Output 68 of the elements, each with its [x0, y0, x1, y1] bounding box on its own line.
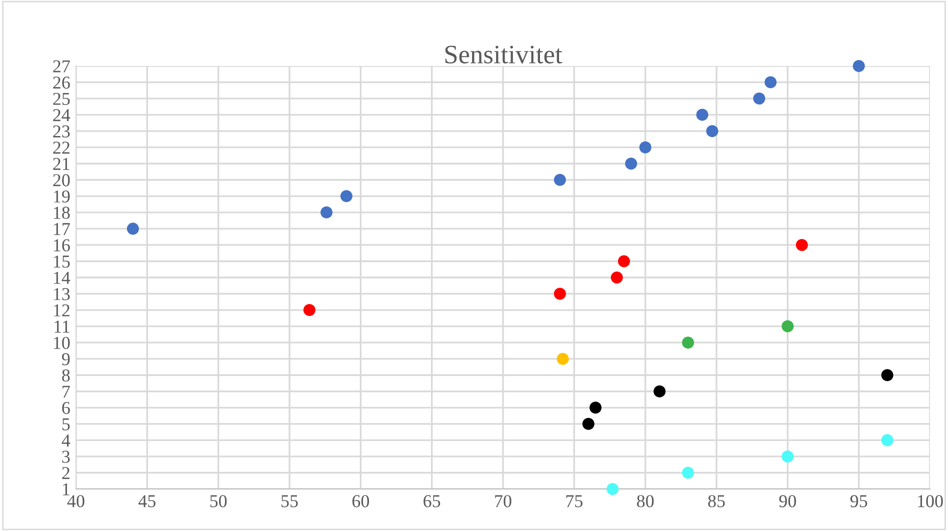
y-tick-label: 27: [53, 60, 70, 72]
y-tick-label: 15: [54, 256, 70, 268]
y-tick-label: 6: [62, 402, 70, 414]
x-tick-label: 70: [495, 495, 512, 508]
point: [556, 352, 569, 365]
point: [303, 304, 316, 316]
point: [554, 288, 566, 300]
x-tick-label: 100: [918, 495, 943, 508]
y-tick-label: 1: [63, 483, 70, 496]
y-tick-label: 9: [62, 353, 70, 366]
y-tick-label: 16: [54, 239, 70, 252]
y-tick-label: 12: [54, 304, 70, 316]
point: [340, 190, 352, 202]
y-tick-label: 11: [54, 320, 70, 333]
y-tick-label: 23: [53, 125, 70, 138]
x-tick-label: 55: [282, 495, 298, 508]
point: [126, 222, 139, 235]
point: [654, 385, 666, 398]
point: [590, 402, 602, 414]
point: [582, 418, 594, 430]
point: [782, 450, 794, 462]
y-tick-label: 10: [54, 336, 70, 350]
y-tick-label: 17: [54, 223, 70, 235]
y-tick-label: 14: [54, 272, 70, 284]
point: [764, 76, 777, 88]
x-tick-label: 60: [352, 495, 370, 508]
point: [625, 158, 638, 170]
point: [554, 174, 566, 186]
point: [696, 108, 708, 121]
point: [639, 141, 652, 154]
point: [320, 206, 333, 218]
y-tick-label: 22: [53, 142, 70, 154]
point: [881, 369, 894, 382]
point: [796, 238, 808, 251]
y-tick-label: 8: [62, 369, 70, 382]
x-tick-label: 65: [424, 495, 440, 508]
x-tick-label: 50: [210, 495, 227, 508]
point: [782, 320, 794, 332]
y-tick-label: 21: [53, 158, 70, 170]
y-tick-label: 19: [54, 190, 70, 203]
point: [606, 482, 619, 496]
point: [682, 336, 694, 349]
y-tick-label: 18: [54, 206, 70, 219]
point: [881, 434, 894, 446]
y-tick-label: 20: [53, 174, 70, 186]
y-tick-label: 5: [62, 418, 70, 430]
x-tick-label: 45: [138, 495, 156, 508]
point: [618, 255, 630, 268]
point: [610, 271, 623, 284]
point: [682, 466, 694, 479]
y-tick-label: 25: [53, 92, 70, 105]
x-tick-label: 95: [850, 495, 868, 508]
y-tick-label: 24: [53, 109, 70, 122]
y-tick-label: 2: [62, 467, 70, 479]
x-tick-label: 80: [636, 495, 654, 508]
x-tick-label: 90: [779, 495, 796, 508]
point: [753, 92, 766, 105]
point: [852, 60, 865, 72]
y-tick-label: 26: [53, 76, 70, 89]
chart-title: Sensitivitet: [445, 46, 562, 64]
y-tick-label: 3: [62, 450, 70, 463]
y-tick-label: 7: [62, 386, 70, 398]
y-tick-label: 4: [62, 434, 70, 446]
point: [706, 125, 718, 138]
x-tick-label: 85: [708, 495, 725, 508]
x-tick-label: 75: [566, 495, 582, 508]
x-tick-label: 40: [67, 495, 84, 508]
y-tick-label: 13: [54, 288, 70, 300]
